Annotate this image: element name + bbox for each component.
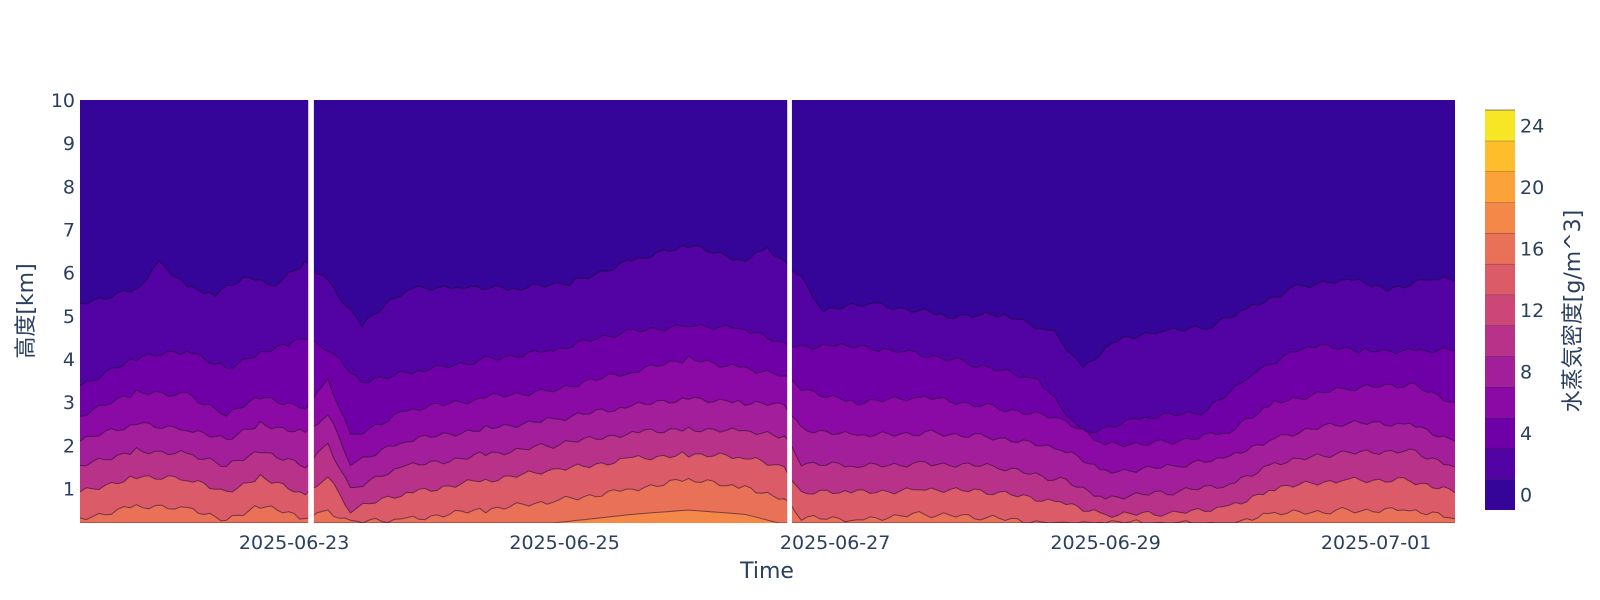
x-axis-title: Time [739,559,794,584]
colorbar-swatch [1485,294,1515,326]
colorbar-swatch [1485,325,1515,357]
contour-band-12 [80,451,1455,523]
colorbar-tick-label: 8 [1520,362,1532,384]
colorbar-swatch [1485,110,1515,141]
y-tick-label: 6 [63,263,75,285]
colorbar-swatch [1485,356,1515,387]
plot-area [80,100,1455,523]
contour-line-6 [80,355,1455,448]
colorbar-tick-label: 12 [1520,300,1544,322]
y-tick-label: 7 [63,219,75,241]
x-tick-label: 2025-06-27 [780,532,890,554]
colorbar-swatch [1485,140,1515,172]
x-tick-label: 2025-06-25 [509,532,619,554]
colorbar-swatch [1485,171,1515,203]
x-tick-label: 2025-06-29 [1050,532,1160,554]
colorbar-tick-label: 4 [1520,423,1532,445]
colorbar-swatch [1485,233,1515,264]
y-tick-label: 1 [63,478,75,500]
y-axis-title: 高度[km] [14,263,39,358]
contour-line-12 [80,451,1455,518]
contour-line-4 [80,323,1455,434]
data-gaps [308,100,792,523]
contour-line-10 [80,426,1455,500]
x-tick-label: 2025-06-23 [239,532,349,554]
colorbar-swatch [1485,479,1515,510]
y-tick-label: 5 [63,306,75,328]
contour-band-14 [80,478,1455,523]
contour-line-14 [80,477,1455,523]
x-tick-label: 2025-07-01 [1321,532,1431,554]
y-axis-ticks: 1 2 3 4 5 6 7 8 9 10 [51,90,75,500]
colorbar: 0 4 8 12 16 20 24 [1485,109,1544,510]
colorbar-tick-label: 24 [1520,115,1544,137]
y-tick-label: 9 [63,133,75,155]
x-axis-ticks: 2025-06-23 2025-06-25 2025-06-27 2025-06-29… [239,532,1431,554]
y-tick-label: 2 [63,435,75,457]
data-gap-0 [308,100,314,523]
colorbar-swatch [1485,417,1515,449]
colorbar-swatch [1485,448,1515,480]
contour-line-2 [80,244,1455,369]
contour-line-8 [80,396,1455,474]
y-tick-label: 8 [63,176,75,198]
colorbar-title: 水蒸気密度[g/m^3] [1561,210,1586,412]
colorbar-swatch [1485,202,1515,234]
colorbar-tick-label: 0 [1520,485,1532,507]
colorbar-swatch [1485,386,1515,418]
colorbar-swatch [1485,263,1515,295]
y-tick-label: 3 [63,392,75,414]
colorbar-tick-label: 20 [1520,177,1544,199]
data-gap-1 [787,100,792,523]
y-tick-label: 10 [51,90,75,112]
contour-line-16 [80,509,1455,523]
y-tick-label: 4 [63,349,75,371]
colorbar-tick-label: 16 [1520,238,1544,260]
